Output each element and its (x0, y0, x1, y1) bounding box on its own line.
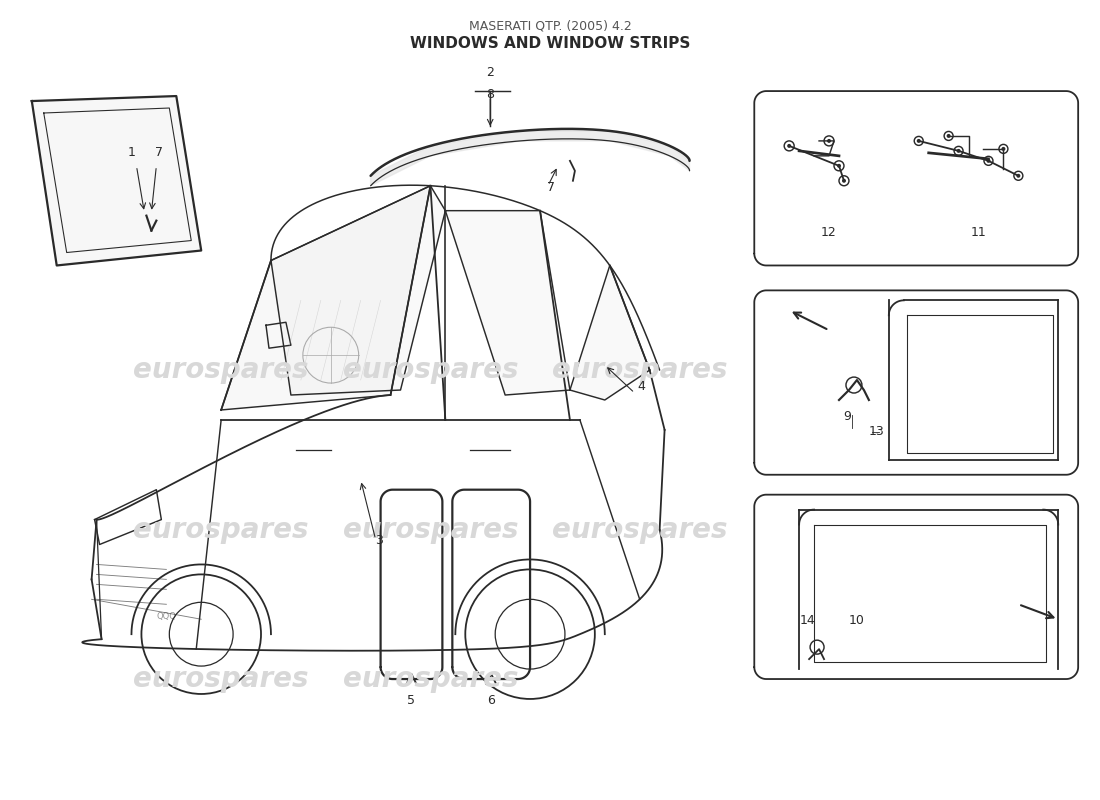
Text: 7: 7 (155, 146, 164, 159)
Text: 4: 4 (638, 380, 646, 393)
Text: QQQ: QQQ (156, 612, 176, 622)
Text: eurospares: eurospares (552, 356, 727, 384)
Circle shape (947, 134, 950, 138)
Circle shape (916, 139, 921, 143)
Polygon shape (570, 266, 650, 400)
Text: MASERATI QTP. (2005) 4.2: MASERATI QTP. (2005) 4.2 (469, 20, 631, 33)
Text: 6: 6 (487, 694, 495, 707)
Text: eurospares: eurospares (133, 356, 309, 384)
Circle shape (1016, 174, 1021, 178)
Text: eurospares: eurospares (552, 515, 727, 543)
Polygon shape (446, 210, 570, 395)
Polygon shape (32, 96, 201, 266)
Circle shape (837, 164, 842, 168)
Text: 1: 1 (128, 146, 135, 159)
Circle shape (788, 144, 791, 148)
Text: eurospares: eurospares (343, 515, 518, 543)
Text: eurospares: eurospares (343, 665, 518, 693)
Polygon shape (221, 186, 430, 410)
Text: 8: 8 (486, 88, 494, 101)
Text: eurospares: eurospares (343, 356, 518, 384)
Text: 5: 5 (407, 694, 416, 707)
Text: 11: 11 (970, 226, 987, 238)
Polygon shape (271, 186, 446, 395)
Text: eurospares: eurospares (133, 665, 309, 693)
Text: 2: 2 (486, 66, 494, 79)
Text: 12: 12 (822, 226, 837, 238)
Circle shape (1001, 147, 1005, 151)
Text: 14: 14 (800, 614, 815, 627)
Circle shape (987, 159, 990, 163)
Circle shape (827, 139, 830, 143)
Text: 10: 10 (849, 614, 865, 627)
Text: 7: 7 (547, 181, 556, 194)
Text: 3: 3 (375, 534, 383, 547)
Text: 9: 9 (843, 410, 851, 423)
Text: eurospares: eurospares (133, 515, 309, 543)
Text: WINDOWS AND WINDOW STRIPS: WINDOWS AND WINDOW STRIPS (410, 36, 690, 50)
Circle shape (957, 149, 960, 153)
Circle shape (842, 178, 846, 182)
Text: 13: 13 (869, 425, 884, 438)
Polygon shape (371, 131, 690, 186)
